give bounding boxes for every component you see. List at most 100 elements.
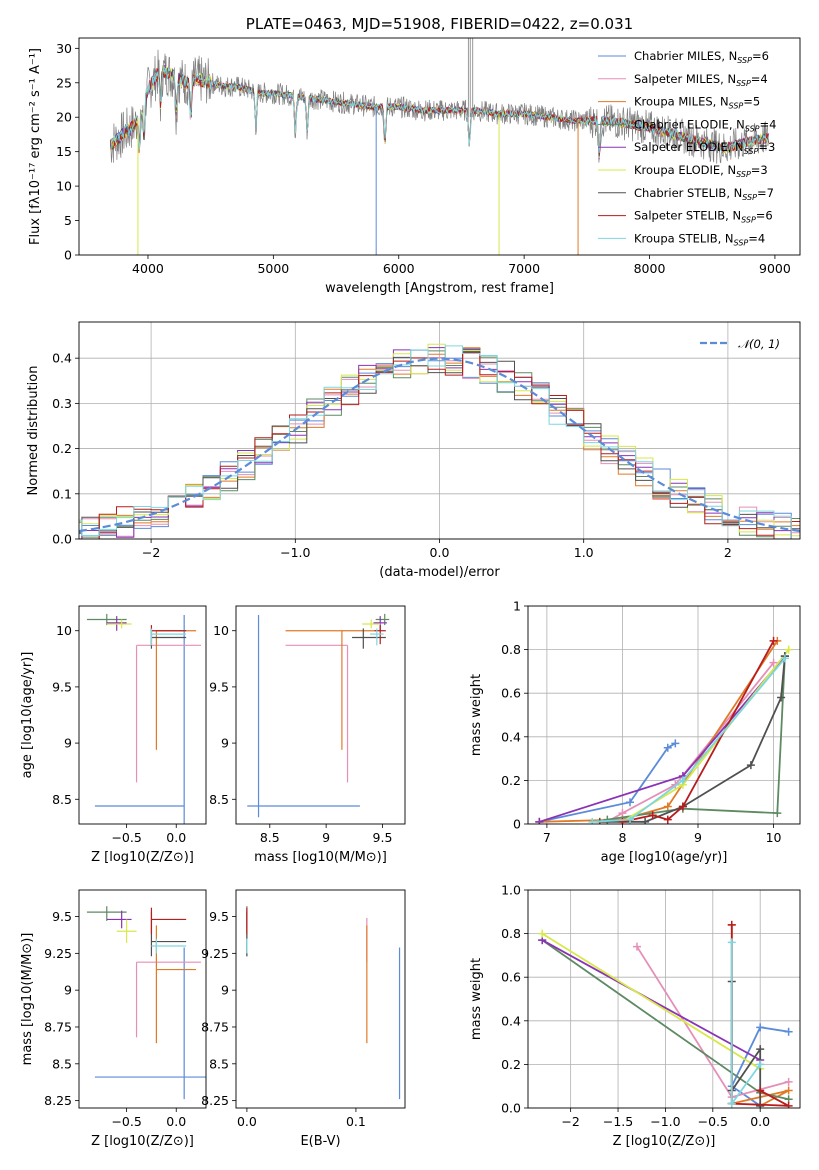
x-tick-label: 0.1 — [346, 1114, 366, 1129]
legend-label-sub: SSP — [734, 238, 749, 247]
legend-label-sub: SSP — [744, 147, 759, 156]
chart-title: PLATE=0463, MJD=51908, FIBERID=0422, z=0… — [246, 15, 633, 33]
x-tick-label: 8000 — [634, 261, 666, 276]
weight-marker — [632, 942, 641, 951]
x-tick-label: −1.5 — [603, 1114, 633, 1129]
weight-marker — [756, 1060, 765, 1069]
legend-label-main: Salpeter ELODIE, N — [634, 140, 744, 154]
legend-label: Chabrier ELODIE, NSSP=4 — [634, 117, 776, 133]
axes-frame — [78, 37, 801, 256]
legend-label-main: Kroupa MILES, N — [634, 95, 729, 109]
x-tick-label: 8.5 — [260, 830, 280, 845]
y-tick-label: 9.5 — [209, 909, 229, 924]
y-axis-label: age [log10(age/yr)] — [20, 652, 35, 779]
y-tick-label: 0.3 — [52, 396, 72, 411]
axes-frame — [235, 605, 406, 825]
weight-marker — [777, 693, 786, 702]
weight-line-chabrier-miles — [539, 742, 676, 823]
y-tick-label: 8.5 — [52, 1056, 72, 1071]
legend-label-main: Kroupa STELIB, N — [634, 231, 734, 245]
legend-label: Chabrier MILES, NSSP=6 — [634, 49, 769, 65]
weight-marker — [784, 1077, 793, 1086]
x-tick-label: 0.0 — [237, 1114, 257, 1129]
legend-label-main: Kroupa ELODIE, N — [634, 163, 736, 177]
x-axis-label: (data-model)/error — [379, 565, 500, 580]
y-tick-label: 8.75 — [44, 1019, 72, 1034]
x-tick-label: 0.0 — [430, 545, 450, 560]
weight-marker — [727, 920, 736, 929]
y-tick-label: 8.5 — [209, 792, 229, 807]
y-tick-label: 0.2 — [501, 1057, 521, 1072]
weight-line-chabrier-miles — [730, 1026, 789, 1107]
y-tick-label: 0.4 — [501, 729, 521, 744]
weight-marker — [773, 809, 782, 818]
y-tick-label: 10 — [56, 623, 72, 638]
legend-label-main: Chabrier MILES, N — [634, 49, 737, 63]
weight-line-kroupa-miles — [539, 640, 779, 823]
y-axis-label: mass [log10(M/M⊙)] — [20, 933, 35, 1066]
weight-marker — [784, 1101, 793, 1108]
y-tick-label: 25 — [56, 75, 72, 90]
y-tick-label: 9.5 — [52, 679, 72, 694]
legend-label-sub: SSP — [737, 56, 752, 65]
x-axis-label: Z [log10(Z/Z⊙)] — [91, 1134, 194, 1149]
weight-marker — [727, 1099, 736, 1108]
weight-marker — [756, 1086, 765, 1095]
weight-line-chabrier-elodie — [607, 656, 786, 821]
legend-label-sub: SSP — [736, 170, 751, 179]
x-axis-label: E(B-V) — [300, 1134, 340, 1149]
residual-hist-salpeter-elodie — [79, 347, 800, 539]
x-tick-label: 0.0 — [166, 830, 186, 845]
x-tick-label: 6000 — [383, 261, 415, 276]
y-tick-label: 0.1 — [52, 486, 72, 501]
y-tick-label: 0.4 — [501, 1013, 521, 1028]
y-axis-label: Normed distribution — [26, 366, 41, 496]
panel-5: 7 8 9 10 0 0.2 0.4 0.6 0.8 1 age [log10(age/yr)] ma… — [469, 599, 801, 865]
weight-line-chabrier-stelib — [599, 656, 786, 823]
legend-label: 𝒩(0, 1) — [738, 337, 780, 351]
plot-area — [86, 613, 202, 824]
y-tick-label: 5 — [64, 213, 72, 228]
weight-marker — [626, 798, 634, 807]
legend-label-sub: SSP — [729, 102, 744, 111]
weight-marker — [663, 802, 672, 811]
y-tick-label: 9 — [64, 736, 72, 751]
legend-label-sub: SSP — [742, 193, 757, 202]
weight-marker — [535, 817, 544, 824]
y-tick-label: 9.5 — [209, 679, 229, 694]
weight-marker — [588, 817, 597, 824]
weight-marker — [641, 817, 650, 824]
axes-frame — [78, 321, 801, 540]
legend-label: Kroupa ELODIE, NSSP=3 — [634, 163, 768, 179]
y-tick-label: 0.6 — [501, 686, 521, 701]
weight-marker — [626, 815, 634, 824]
y-axis-label: mass weight — [469, 674, 484, 756]
legend-label: Kroupa MILES, NSSP=5 — [634, 95, 760, 111]
axes-frame — [78, 605, 207, 825]
residual-hist-kroupa-stelib — [79, 345, 800, 539]
legend-label-tail: =6 — [756, 209, 773, 223]
residual-hist-chabrier-miles — [79, 349, 800, 539]
y-tick-label: 0.8 — [501, 926, 521, 941]
panel-6: −0.5 0.0 8.25 8.5 8.75 9 9.25 9.5 Z [log10(Z/Z⊙)… — [20, 889, 207, 1149]
y-tick-label: 1.0 — [501, 883, 521, 898]
axes-frame — [527, 889, 801, 1109]
weight-marker — [769, 636, 778, 645]
panel-4: 8.5 9 9.5 8.5 9 9.5 10 mass [log10(M/M⊙)] — [209, 605, 406, 865]
x-tick-label: 5000 — [257, 261, 289, 276]
legend-label: Chabrier STELIB, NSSP=7 — [634, 186, 774, 202]
y-tick-label: 0.0 — [501, 1101, 521, 1116]
x-tick-label: 1.0 — [574, 545, 594, 560]
panel-1: 4000 5000 6000 7000 8000 9000 0 5 10 15 20 25 30 wave… — [28, 15, 801, 296]
plot-area — [528, 890, 800, 1108]
y-tick-label: 8.75 — [201, 1019, 229, 1034]
weight-marker — [663, 815, 672, 824]
weight-marker — [678, 776, 687, 785]
panel-2: −2 −1.0 0.0 1.0 2 0.0 0.1 0.2 0.3 0.4 (data-model)… — [26, 321, 801, 580]
weight-marker — [727, 938, 736, 947]
y-tick-label: 20 — [56, 110, 72, 125]
y-tick-label: 0.6 — [501, 970, 521, 985]
y-tick-label: 30 — [56, 41, 72, 56]
y-tick-label: 0.4 — [52, 351, 72, 366]
